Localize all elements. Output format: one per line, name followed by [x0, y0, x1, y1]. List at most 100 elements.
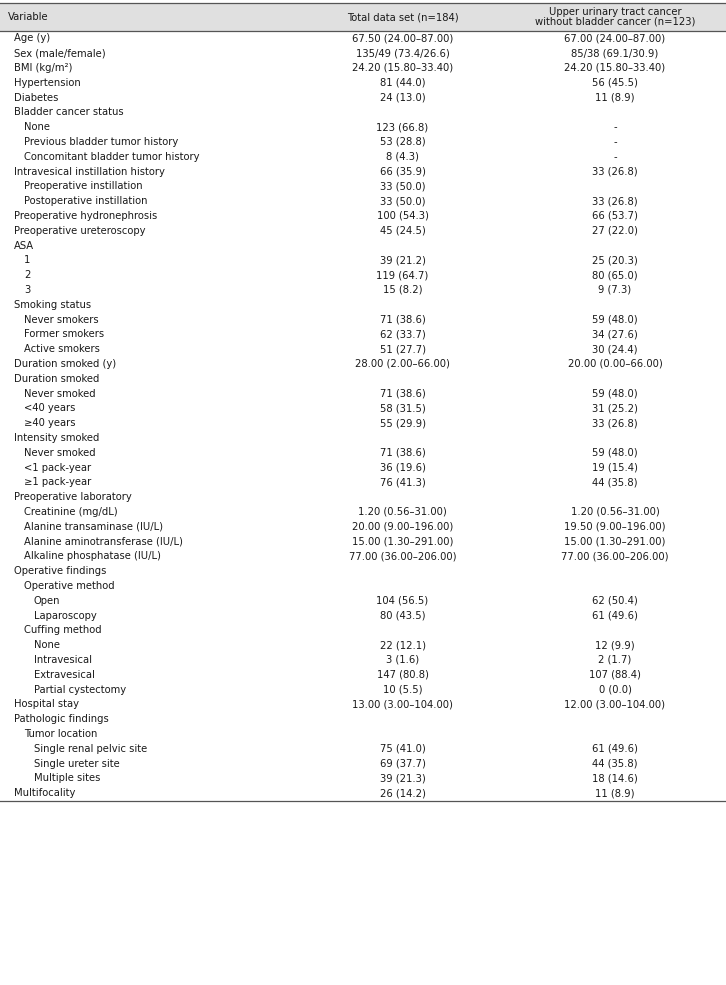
Text: Preoperative instillation: Preoperative instillation — [24, 181, 142, 191]
Text: 19 (15.4): 19 (15.4) — [592, 463, 638, 473]
Text: 147 (80.8): 147 (80.8) — [377, 670, 428, 680]
Text: ≥40 years: ≥40 years — [24, 419, 76, 428]
Text: Upper urinary tract cancer: Upper urinary tract cancer — [549, 7, 681, 17]
Text: 10 (5.5): 10 (5.5) — [383, 685, 423, 694]
Bar — [0, 164, 726, 179]
Text: Partial cystectomy: Partial cystectomy — [34, 685, 126, 694]
Text: 20.00 (9.00–196.00): 20.00 (9.00–196.00) — [352, 522, 453, 532]
Text: Bladder cancer status: Bladder cancer status — [14, 107, 123, 117]
Text: 12.00 (3.00–104.00): 12.00 (3.00–104.00) — [565, 699, 666, 709]
Bar — [0, 623, 726, 638]
Text: Never smoked: Never smoked — [24, 389, 96, 399]
Text: 31 (25.2): 31 (25.2) — [592, 404, 638, 414]
Text: 30 (24.4): 30 (24.4) — [592, 344, 637, 355]
Text: 119 (64.7): 119 (64.7) — [376, 270, 428, 280]
Text: 18 (14.6): 18 (14.6) — [592, 773, 638, 783]
Text: 33 (50.0): 33 (50.0) — [380, 196, 425, 206]
Bar — [0, 312, 726, 327]
Text: 11 (8.9): 11 (8.9) — [595, 788, 635, 798]
Text: 71 (38.6): 71 (38.6) — [380, 448, 425, 458]
Bar — [0, 31, 726, 45]
Text: Age (y): Age (y) — [14, 33, 50, 43]
Bar — [0, 683, 726, 697]
Text: 67.00 (24.00–87.00): 67.00 (24.00–87.00) — [564, 33, 666, 43]
Bar — [0, 238, 726, 253]
Text: 33 (26.8): 33 (26.8) — [592, 196, 638, 206]
Bar — [0, 771, 726, 786]
Bar — [0, 608, 726, 623]
Bar — [0, 653, 726, 668]
Text: 62 (50.4): 62 (50.4) — [592, 596, 638, 606]
Text: 45 (24.5): 45 (24.5) — [380, 226, 425, 235]
Text: 77.00 (36.00–206.00): 77.00 (36.00–206.00) — [561, 552, 669, 561]
Bar — [0, 638, 726, 653]
Text: 2: 2 — [24, 270, 30, 280]
Bar — [0, 297, 726, 312]
Text: Preoperative hydronephrosis: Preoperative hydronephrosis — [14, 211, 158, 221]
Text: 34 (27.6): 34 (27.6) — [592, 329, 638, 340]
Text: 58 (31.5): 58 (31.5) — [380, 404, 425, 414]
Text: 27 (22.0): 27 (22.0) — [592, 226, 638, 235]
Text: 39 (21.3): 39 (21.3) — [380, 773, 425, 783]
Text: 1.20 (0.56–31.00): 1.20 (0.56–31.00) — [358, 507, 447, 517]
Text: 1.20 (0.56–31.00): 1.20 (0.56–31.00) — [571, 507, 659, 517]
Text: 81 (44.0): 81 (44.0) — [380, 78, 425, 88]
Text: 39 (21.2): 39 (21.2) — [380, 255, 425, 265]
Text: 80 (43.5): 80 (43.5) — [380, 611, 425, 621]
Text: 80 (65.0): 80 (65.0) — [592, 270, 638, 280]
Text: Total data set (n=184): Total data set (n=184) — [347, 12, 458, 22]
Text: 33 (50.0): 33 (50.0) — [380, 181, 425, 191]
Bar — [0, 209, 726, 224]
Text: 13.00 (3.00–104.00): 13.00 (3.00–104.00) — [352, 699, 453, 709]
Text: 24.20 (15.80–33.40): 24.20 (15.80–33.40) — [564, 63, 666, 73]
Bar — [0, 742, 726, 756]
Bar — [0, 416, 726, 430]
Text: 76 (41.3): 76 (41.3) — [380, 478, 425, 488]
Bar — [0, 578, 726, 593]
Text: Operative method: Operative method — [24, 581, 115, 591]
Text: Postoperative instillation: Postoperative instillation — [24, 196, 147, 206]
Text: Duration smoked (y): Duration smoked (y) — [14, 359, 116, 369]
Bar — [0, 504, 726, 519]
Bar — [0, 194, 726, 209]
Bar — [0, 91, 726, 105]
Bar — [0, 430, 726, 445]
Text: Never smoked: Never smoked — [24, 448, 96, 458]
Text: 75 (41.0): 75 (41.0) — [380, 744, 425, 754]
Text: 24.20 (15.80–33.40): 24.20 (15.80–33.40) — [352, 63, 453, 73]
Bar — [0, 3, 726, 31]
Text: Concomitant bladder tumor history: Concomitant bladder tumor history — [24, 152, 200, 162]
Bar — [0, 120, 726, 135]
Text: 15.00 (1.30–291.00): 15.00 (1.30–291.00) — [352, 537, 453, 547]
Text: Smoking status: Smoking status — [14, 299, 91, 310]
Bar — [0, 519, 726, 534]
Text: Pathologic findings: Pathologic findings — [14, 714, 109, 724]
Bar — [0, 756, 726, 771]
Bar — [0, 668, 726, 683]
Text: 71 (38.6): 71 (38.6) — [380, 314, 425, 325]
Text: Duration smoked: Duration smoked — [14, 373, 99, 384]
Text: Intravesical: Intravesical — [34, 655, 92, 665]
Text: Multifocality: Multifocality — [14, 788, 76, 798]
Bar — [0, 563, 726, 578]
Text: 59 (48.0): 59 (48.0) — [592, 314, 638, 325]
Bar — [0, 386, 726, 401]
Text: Hospital stay: Hospital stay — [14, 699, 79, 709]
Text: Hypertension: Hypertension — [14, 78, 81, 88]
Text: 66 (53.7): 66 (53.7) — [592, 211, 638, 221]
Text: Extravesical: Extravesical — [34, 670, 95, 680]
Text: 135/49 (73.4/26.6): 135/49 (73.4/26.6) — [356, 48, 449, 58]
Bar — [0, 342, 726, 357]
Text: 69 (37.7): 69 (37.7) — [380, 758, 425, 768]
Text: Intensity smoked: Intensity smoked — [14, 433, 99, 443]
Text: 107 (88.4): 107 (88.4) — [589, 670, 641, 680]
Bar — [0, 460, 726, 475]
Text: -: - — [613, 137, 617, 147]
Text: 9 (7.3): 9 (7.3) — [598, 285, 632, 295]
Bar — [0, 357, 726, 371]
Text: 0 (0.0): 0 (0.0) — [598, 685, 632, 694]
Text: 25 (20.3): 25 (20.3) — [592, 255, 638, 265]
Text: 3: 3 — [24, 285, 30, 295]
Text: ≥1 pack-year: ≥1 pack-year — [24, 478, 91, 488]
Text: 123 (66.8): 123 (66.8) — [377, 122, 428, 132]
